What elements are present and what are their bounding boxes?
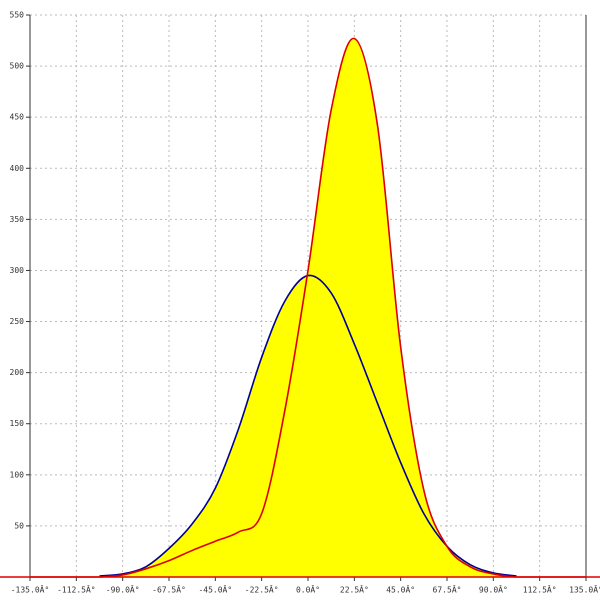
x-tick-label: 45.0Â° bbox=[386, 584, 415, 595]
x-tick-label: 112.5Â° bbox=[523, 584, 557, 595]
y-tick-label: 100 bbox=[10, 470, 25, 479]
area-fill bbox=[30, 38, 586, 578]
y-tick-label: 500 bbox=[10, 62, 25, 71]
y-tick-label: 200 bbox=[10, 368, 25, 377]
y-tick-label: 550 bbox=[10, 11, 25, 20]
x-tick-label: 0.0Â° bbox=[296, 584, 320, 595]
series-line bbox=[30, 37, 586, 578]
x-tick-label: -90.0Â° bbox=[106, 584, 140, 595]
x-tick-label: 90.0Â° bbox=[479, 584, 508, 595]
y-tick-label: 450 bbox=[10, 113, 25, 122]
y-tick-label: 400 bbox=[10, 164, 25, 173]
y-tick-label: 350 bbox=[10, 215, 25, 224]
y-tick-label: 300 bbox=[10, 266, 25, 275]
x-tick-label: -67.5Â° bbox=[152, 584, 186, 595]
x-tick-label: -135.0Â° bbox=[11, 584, 50, 595]
y-tick-label: 250 bbox=[10, 317, 25, 326]
x-tick-label: 22.5Â° bbox=[340, 584, 369, 595]
x-tick-label: -45.0Â° bbox=[198, 584, 232, 595]
y-tick-label: 150 bbox=[10, 419, 25, 428]
x-tick-label: 67.5Â° bbox=[433, 584, 462, 595]
x-tick-label: 135.0Â° bbox=[569, 584, 600, 595]
x-tick-label: -112.5Â° bbox=[57, 584, 96, 595]
x-tick-label: -22.5Â° bbox=[245, 584, 279, 595]
y-tick-label: 50 bbox=[14, 521, 24, 530]
